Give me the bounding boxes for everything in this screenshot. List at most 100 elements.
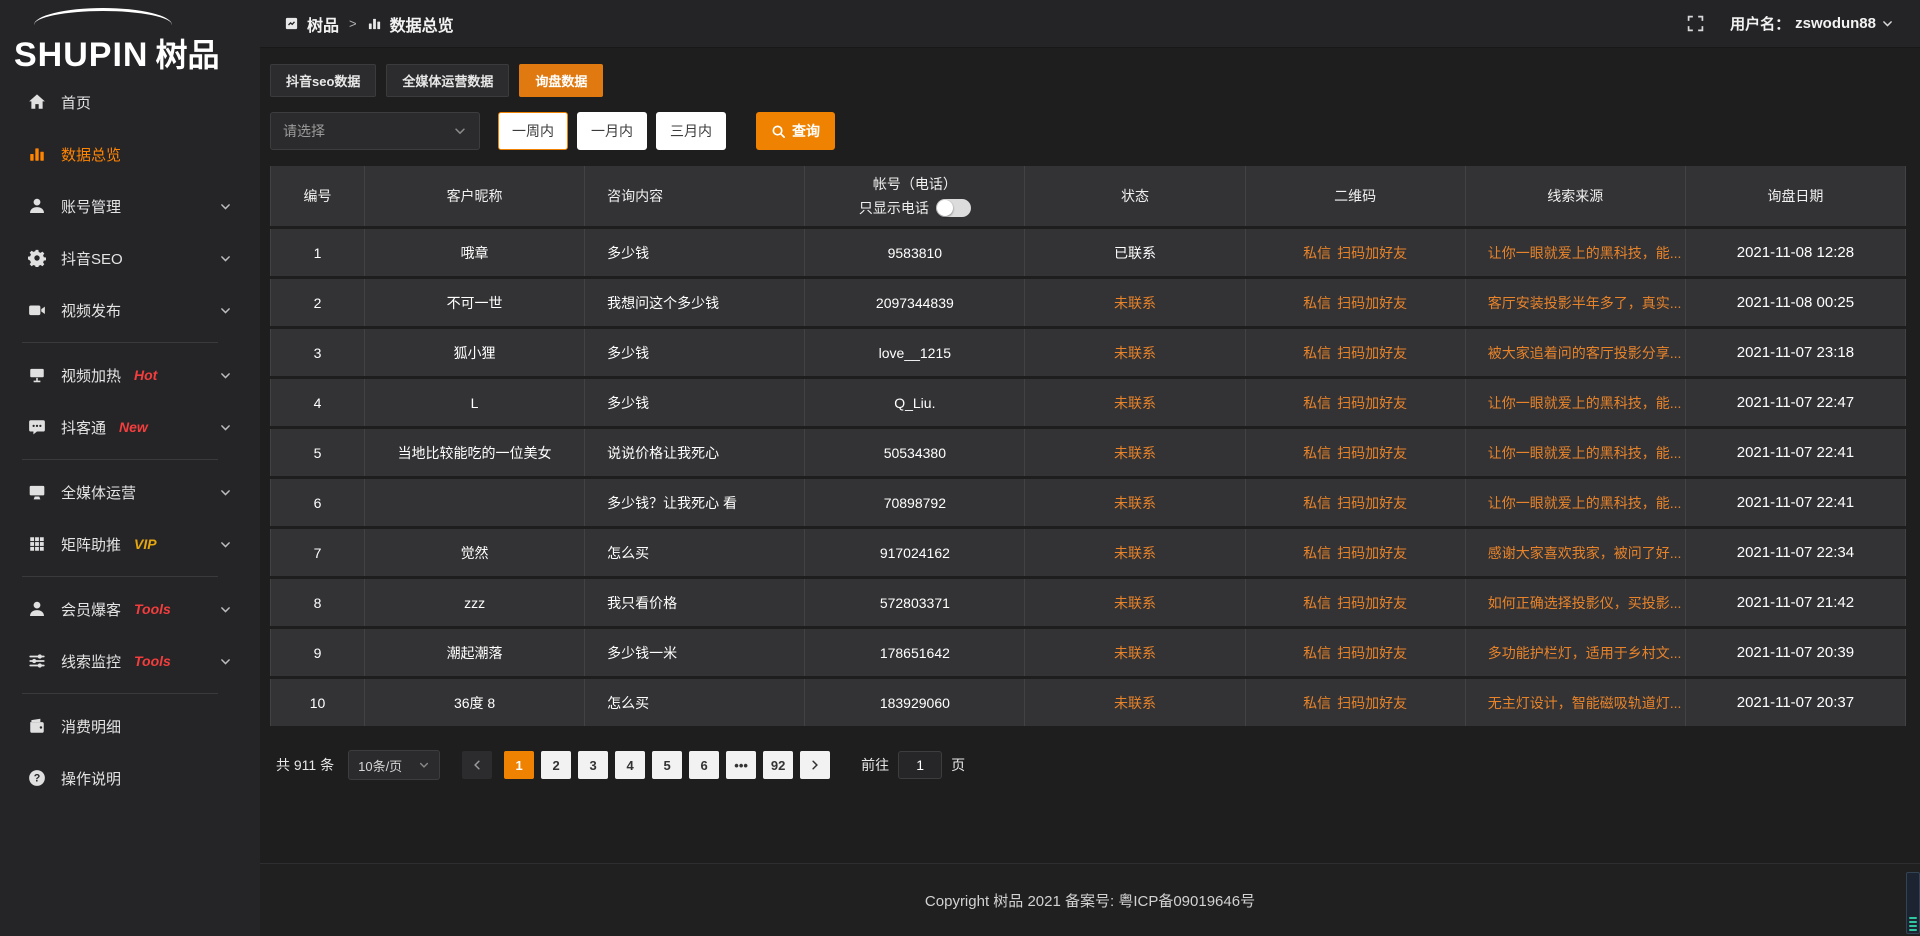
floating-widget[interactable]: [1906, 872, 1920, 934]
search-icon: [771, 124, 786, 139]
sidebar-item[interactable]: ? 操作说明: [0, 752, 260, 804]
breadcrumb-root[interactable]: 树品: [307, 17, 340, 35]
chevron-down-icon: [1881, 17, 1894, 30]
table-row: 2 不可一世 我想问这个多少钱 2097344839 未联系 私信 扫码加好友 …: [270, 279, 1906, 326]
source-link[interactable]: 如何正确选择投影仪，买投影...: [1465, 579, 1686, 626]
source-link[interactable]: 让你一眼就爱上的黑科技，能...: [1465, 229, 1686, 276]
scan-add-friend-link[interactable]: 扫码加好友: [1337, 394, 1408, 411]
page-number-button[interactable]: •••: [726, 751, 757, 779]
page-number-button[interactable]: 6: [689, 751, 720, 779]
chevron-right-icon: [809, 759, 821, 771]
account-cell: 70898792: [805, 479, 1026, 526]
page-number-button[interactable]: 3: [578, 751, 609, 779]
page-number-button[interactable]: 1: [504, 751, 535, 779]
qrcode-cell: 私信 扫码加好友: [1245, 679, 1466, 726]
scan-add-friend-link[interactable]: 扫码加好友: [1337, 444, 1408, 461]
chart-icon: [367, 16, 382, 31]
tab[interactable]: 抖音seo数据: [270, 64, 377, 97]
user-menu[interactable]: 用户名： zswodun88: [1730, 13, 1894, 34]
chevron-down-icon: [219, 538, 232, 551]
nickname-cell: L: [365, 379, 586, 426]
source-link[interactable]: 被大家追着问的客厅投影分享...: [1465, 329, 1686, 376]
scan-add-friend-link[interactable]: 扫码加好友: [1337, 294, 1408, 311]
scan-add-friend-link[interactable]: 扫码加好友: [1337, 244, 1408, 261]
sidebar-item[interactable]: 抖音SEO: [0, 232, 260, 284]
sidebar-item[interactable]: 视频发布: [0, 284, 260, 336]
qrcode-cell: 私信 扫码加好友: [1245, 629, 1466, 676]
private-message-link[interactable]: 私信: [1303, 294, 1332, 311]
sidebar-item-label: 消费明细: [61, 718, 122, 736]
sidebar-item[interactable]: 线索监控 Tools: [0, 635, 260, 687]
scan-add-friend-link[interactable]: 扫码加好友: [1337, 694, 1408, 711]
page-number-button[interactable]: 5: [652, 751, 683, 779]
sidebar-item-label: 全媒体运营: [61, 484, 137, 502]
scan-add-friend-link[interactable]: 扫码加好友: [1337, 344, 1408, 361]
user-icon: [28, 600, 46, 618]
scan-add-friend-link[interactable]: 扫码加好友: [1337, 544, 1408, 561]
content-cell: 多少钱？让我死心 看: [585, 479, 806, 526]
date-range-button[interactable]: 一月内: [577, 112, 647, 150]
scan-add-friend-link[interactable]: 扫码加好友: [1337, 644, 1408, 661]
source-link[interactable]: 让你一眼就爱上的黑科技，能...: [1465, 479, 1686, 526]
sidebar-item-label: 账号管理: [61, 198, 122, 216]
table-row: 1 哦章 多少钱 9583810 已联系 私信 扫码加好友 让你一眼就爱上的黑科…: [270, 229, 1906, 276]
chevron-down-icon: [219, 369, 232, 382]
column-header-qrcode: 二维码: [1245, 166, 1466, 226]
qrcode-cell: 私信 扫码加好友: [1245, 279, 1466, 326]
qrcode-cell: 私信 扫码加好友: [1245, 479, 1466, 526]
source-link[interactable]: 多功能护栏灯，适用于乡村文...: [1465, 629, 1686, 676]
row-number-cell: 5: [270, 429, 365, 476]
page-number-button[interactable]: 2: [541, 751, 572, 779]
account-cell: love__1215: [805, 329, 1026, 376]
private-message-link[interactable]: 私信: [1303, 394, 1332, 411]
page-size-select[interactable]: 10条/页: [348, 750, 441, 780]
page-number-button[interactable]: 92: [763, 751, 794, 779]
source-link[interactable]: 让你一眼就爱上的黑科技，能...: [1465, 429, 1686, 476]
tab[interactable]: 询盘数据: [519, 64, 604, 97]
private-message-link[interactable]: 私信: [1303, 644, 1332, 661]
date-range-button[interactable]: 一周内: [498, 112, 568, 150]
date-range-button[interactable]: 三月内: [656, 112, 726, 150]
fullscreen-icon[interactable]: [1687, 15, 1704, 32]
scan-add-friend-link[interactable]: 扫码加好友: [1337, 594, 1408, 611]
phone-only-toggle[interactable]: [935, 199, 971, 217]
scan-add-friend-link[interactable]: 扫码加好友: [1337, 494, 1408, 511]
sidebar-item[interactable]: 首页: [0, 76, 260, 128]
next-page-button[interactable]: [800, 751, 831, 779]
chevron-down-icon: [453, 124, 467, 138]
account-cell: 9583810: [805, 229, 1026, 276]
private-message-link[interactable]: 私信: [1303, 694, 1332, 711]
sidebar-item-badge: Tools: [134, 601, 171, 617]
sidebar-item[interactable]: 视频加热 Hot: [0, 349, 260, 401]
sidebar-item[interactable]: 抖客通 New: [0, 401, 260, 453]
status-badge: 未联系: [1025, 379, 1246, 426]
tab[interactable]: 全媒体运营数据: [386, 64, 510, 97]
sidebar-item[interactable]: 全媒体运营: [0, 466, 260, 518]
source-link[interactable]: 感谢大家喜欢我家，被问了好...: [1465, 529, 1686, 576]
page-number-button[interactable]: 4: [615, 751, 646, 779]
search-button[interactable]: 查询: [756, 112, 835, 150]
goto-page-input[interactable]: [898, 751, 943, 779]
sidebar-item[interactable]: 矩阵助推 VIP: [0, 518, 260, 570]
private-message-link[interactable]: 私信: [1303, 544, 1332, 561]
sidebar-item[interactable]: 消费明细: [0, 700, 260, 752]
prev-page-button[interactable]: [462, 751, 493, 779]
sidebar-item[interactable]: 会员爆客 Tools: [0, 583, 260, 635]
status-badge: 未联系: [1025, 679, 1246, 726]
sidebar-item[interactable]: 数据总览: [0, 128, 260, 180]
source-link[interactable]: 客厅安装投影半年多了，真实...: [1465, 279, 1686, 326]
sidebar-item[interactable]: 账号管理: [0, 180, 260, 232]
sidebar-item-label: 操作说明: [61, 770, 122, 788]
private-message-link[interactable]: 私信: [1303, 494, 1332, 511]
account-select[interactable]: 请选择: [270, 112, 480, 150]
column-header-no: 编号: [270, 166, 365, 226]
chevron-down-icon: [418, 759, 430, 771]
source-link[interactable]: 无主灯设计，智能磁吸轨道灯...: [1465, 679, 1686, 726]
private-message-link[interactable]: 私信: [1303, 444, 1332, 461]
private-message-link[interactable]: 私信: [1303, 594, 1332, 611]
source-link[interactable]: 让你一眼就爱上的黑科技，能...: [1465, 379, 1686, 426]
private-message-link[interactable]: 私信: [1303, 244, 1332, 261]
private-message-link[interactable]: 私信: [1303, 344, 1332, 361]
chat-icon: [28, 418, 46, 436]
chevron-down-icon: [219, 200, 232, 213]
